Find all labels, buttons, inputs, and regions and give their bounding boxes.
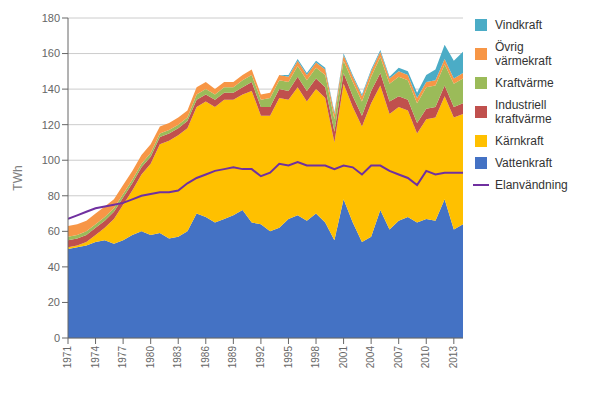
svg-text:2004: 2004 <box>365 346 376 369</box>
svg-text:40: 40 <box>48 261 60 273</box>
svg-text:2007: 2007 <box>393 346 404 369</box>
html-text:Kärnkraft: Kärnkraft <box>495 134 544 148</box>
svg-text:80: 80 <box>48 190 60 202</box>
svg-text:0: 0 <box>54 332 60 344</box>
svg-text:1980: 1980 <box>145 346 156 369</box>
svg-text:140: 140 <box>42 83 60 95</box>
svg-text:1998: 1998 <box>310 346 321 369</box>
svg-text:1983: 1983 <box>172 346 183 369</box>
html-text:Vindkraft: Vindkraft <box>495 18 543 32</box>
html-text:kraftvärme: kraftvärme <box>495 112 552 126</box>
html-text:Industriell: Industriell <box>495 98 547 112</box>
html-text:Elanvändning: Elanvändning <box>495 178 568 192</box>
html-text:Övrig: Övrig <box>495 40 524 54</box>
svg-text:TWh: TWh <box>11 165 25 190</box>
svg-text:1992: 1992 <box>255 346 266 369</box>
svg-text:1989: 1989 <box>227 346 238 369</box>
svg-text:1986: 1986 <box>200 346 211 369</box>
svg-text:2001: 2001 <box>338 346 349 369</box>
svg-text:120: 120 <box>42 119 60 131</box>
svg-text:180: 180 <box>42 12 60 24</box>
html-text:Kraftvärme: Kraftvärme <box>495 76 554 90</box>
svg-text:1974: 1974 <box>90 346 101 369</box>
svg-text:160: 160 <box>42 47 60 59</box>
html-text:värmekraft: värmekraft <box>495 54 552 68</box>
svg-text:2013: 2013 <box>448 346 459 369</box>
svg-text:1977: 1977 <box>117 346 128 369</box>
svg-text:100: 100 <box>42 154 60 166</box>
svg-text:20: 20 <box>48 296 60 308</box>
svg-text:60: 60 <box>48 225 60 237</box>
svg-text:1995: 1995 <box>283 346 294 369</box>
svg-text:2010: 2010 <box>420 346 431 369</box>
svg-text:1971: 1971 <box>62 346 73 369</box>
html-text:Vattenkraft: Vattenkraft <box>495 156 553 170</box>
